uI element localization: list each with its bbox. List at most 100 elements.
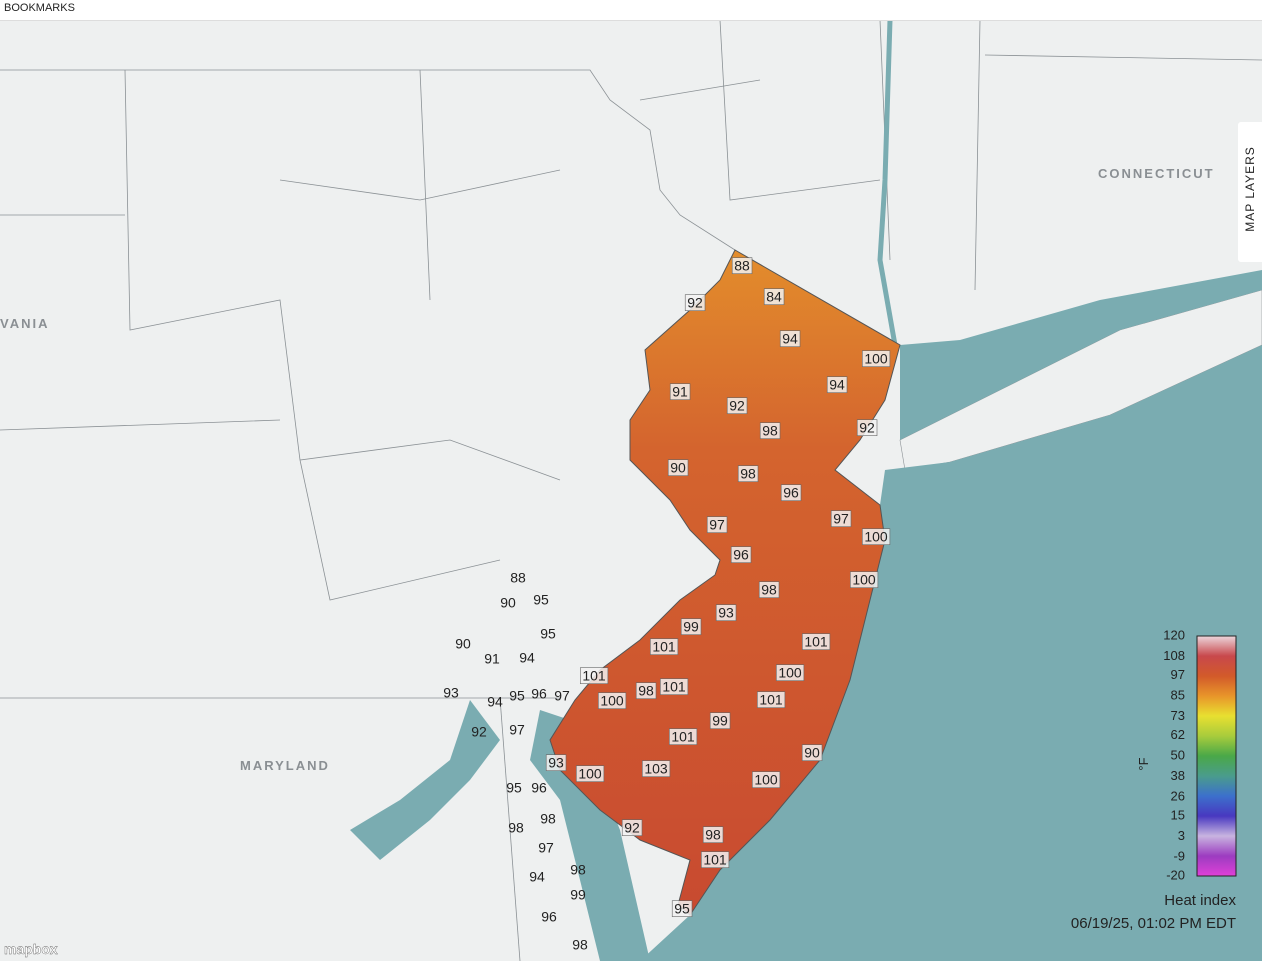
legend-tick: 15 [1171,807,1185,822]
station-value: 101 [662,679,686,695]
station-value: 98 [762,423,778,439]
station-value: 94 [829,377,845,393]
station-value: 93 [548,755,564,771]
station-box [684,294,706,312]
station-value: 95 [509,688,525,704]
station-box [706,516,728,534]
station-value: 98 [761,582,777,598]
station-value: 92 [729,398,745,414]
legend-unit: °F [1136,757,1151,770]
station-box [862,350,891,368]
county-lines [0,19,1262,961]
station-value: 97 [833,511,849,527]
station-value: 92 [687,295,703,311]
legend-title: Heat index [1164,892,1236,909]
station-box [759,422,781,440]
station-box [830,510,852,528]
station-box [779,330,801,348]
station-value: 93 [443,685,459,701]
legend-tick: 3 [1178,828,1185,843]
station-box [862,528,891,546]
station-value: 97 [509,722,525,738]
station-box [669,383,691,401]
station-box [680,618,702,636]
station-value: 95 [540,626,556,642]
station-value: 103 [644,761,668,777]
station-box [635,682,657,700]
ocean [640,345,1262,961]
station-value: 100 [852,572,876,588]
sound [900,270,1262,440]
place-label: MARYLAND [240,758,330,773]
station-value: 96 [531,686,547,702]
place-label: CONNECTICUT [1098,166,1215,181]
legend-timestamp: 06/19/25, 01:02 PM EDT [1071,915,1236,932]
place-label: VANIA [0,316,49,331]
station-value: 99 [570,887,586,903]
station-box [650,638,679,656]
station-value: 90 [804,745,820,761]
legend-tick: 97 [1171,667,1185,682]
station-value: 101 [804,634,828,650]
station-box [752,771,781,789]
legend-tick: -9 [1173,849,1185,864]
station-value: 88 [510,570,526,586]
station-value: 96 [733,547,749,563]
station-value: 94 [529,869,545,885]
station-box [757,691,786,709]
station-box [780,484,802,502]
station-box [856,419,878,437]
station-box [758,581,780,599]
station-value: 98 [572,937,588,953]
legend-tick: -20 [1166,867,1185,882]
station-value: 94 [782,331,798,347]
station-value: 100 [864,351,888,367]
station-value: 101 [671,729,695,745]
station-box [621,819,643,837]
station-value: 88 [734,258,750,274]
map-layers-tab[interactable]: MAP LAYERS [1238,122,1262,262]
bookmarks[interactable]: BOOKMARKS [4,2,75,14]
station-value: 97 [709,517,725,533]
legend-tick: 26 [1171,789,1185,804]
station-value: 96 [541,909,557,925]
station-value: 101 [703,852,727,868]
station-box [598,692,627,710]
station-value: 100 [754,772,778,788]
station-box [642,760,671,778]
station-box [731,257,753,275]
legend-tick: 85 [1171,687,1185,702]
station-value: 101 [652,639,676,655]
station-value: 97 [538,840,554,856]
legend-tick: 108 [1163,648,1185,663]
legend-bar [1196,635,1237,877]
station-box [730,546,752,564]
station-value: 92 [624,820,640,836]
hudson [877,19,898,346]
station-value: 100 [600,693,624,709]
station-box [826,376,848,394]
station-value: 98 [740,466,756,482]
legend-tick: 73 [1171,708,1185,723]
station-box [850,571,879,589]
legend-tick: 38 [1171,768,1185,783]
station-value: 100 [778,665,802,681]
station-value: 91 [672,384,688,400]
attribution: mapbox [4,941,58,957]
station-box [776,664,805,682]
delaware-bay [530,710,650,961]
legend-tick: 50 [1171,747,1185,762]
chesapeake [350,700,500,860]
map-layers[interactable]: MAP LAYERS [1243,146,1257,232]
station-value: 101 [582,668,606,684]
station-value: 90 [500,595,516,611]
station-box [660,678,689,696]
station-box [715,604,737,622]
station-value: 94 [487,694,503,710]
station-box [802,633,831,651]
station-box [801,744,823,762]
legend-tick: 62 [1171,727,1185,742]
station-value: 96 [783,485,799,501]
